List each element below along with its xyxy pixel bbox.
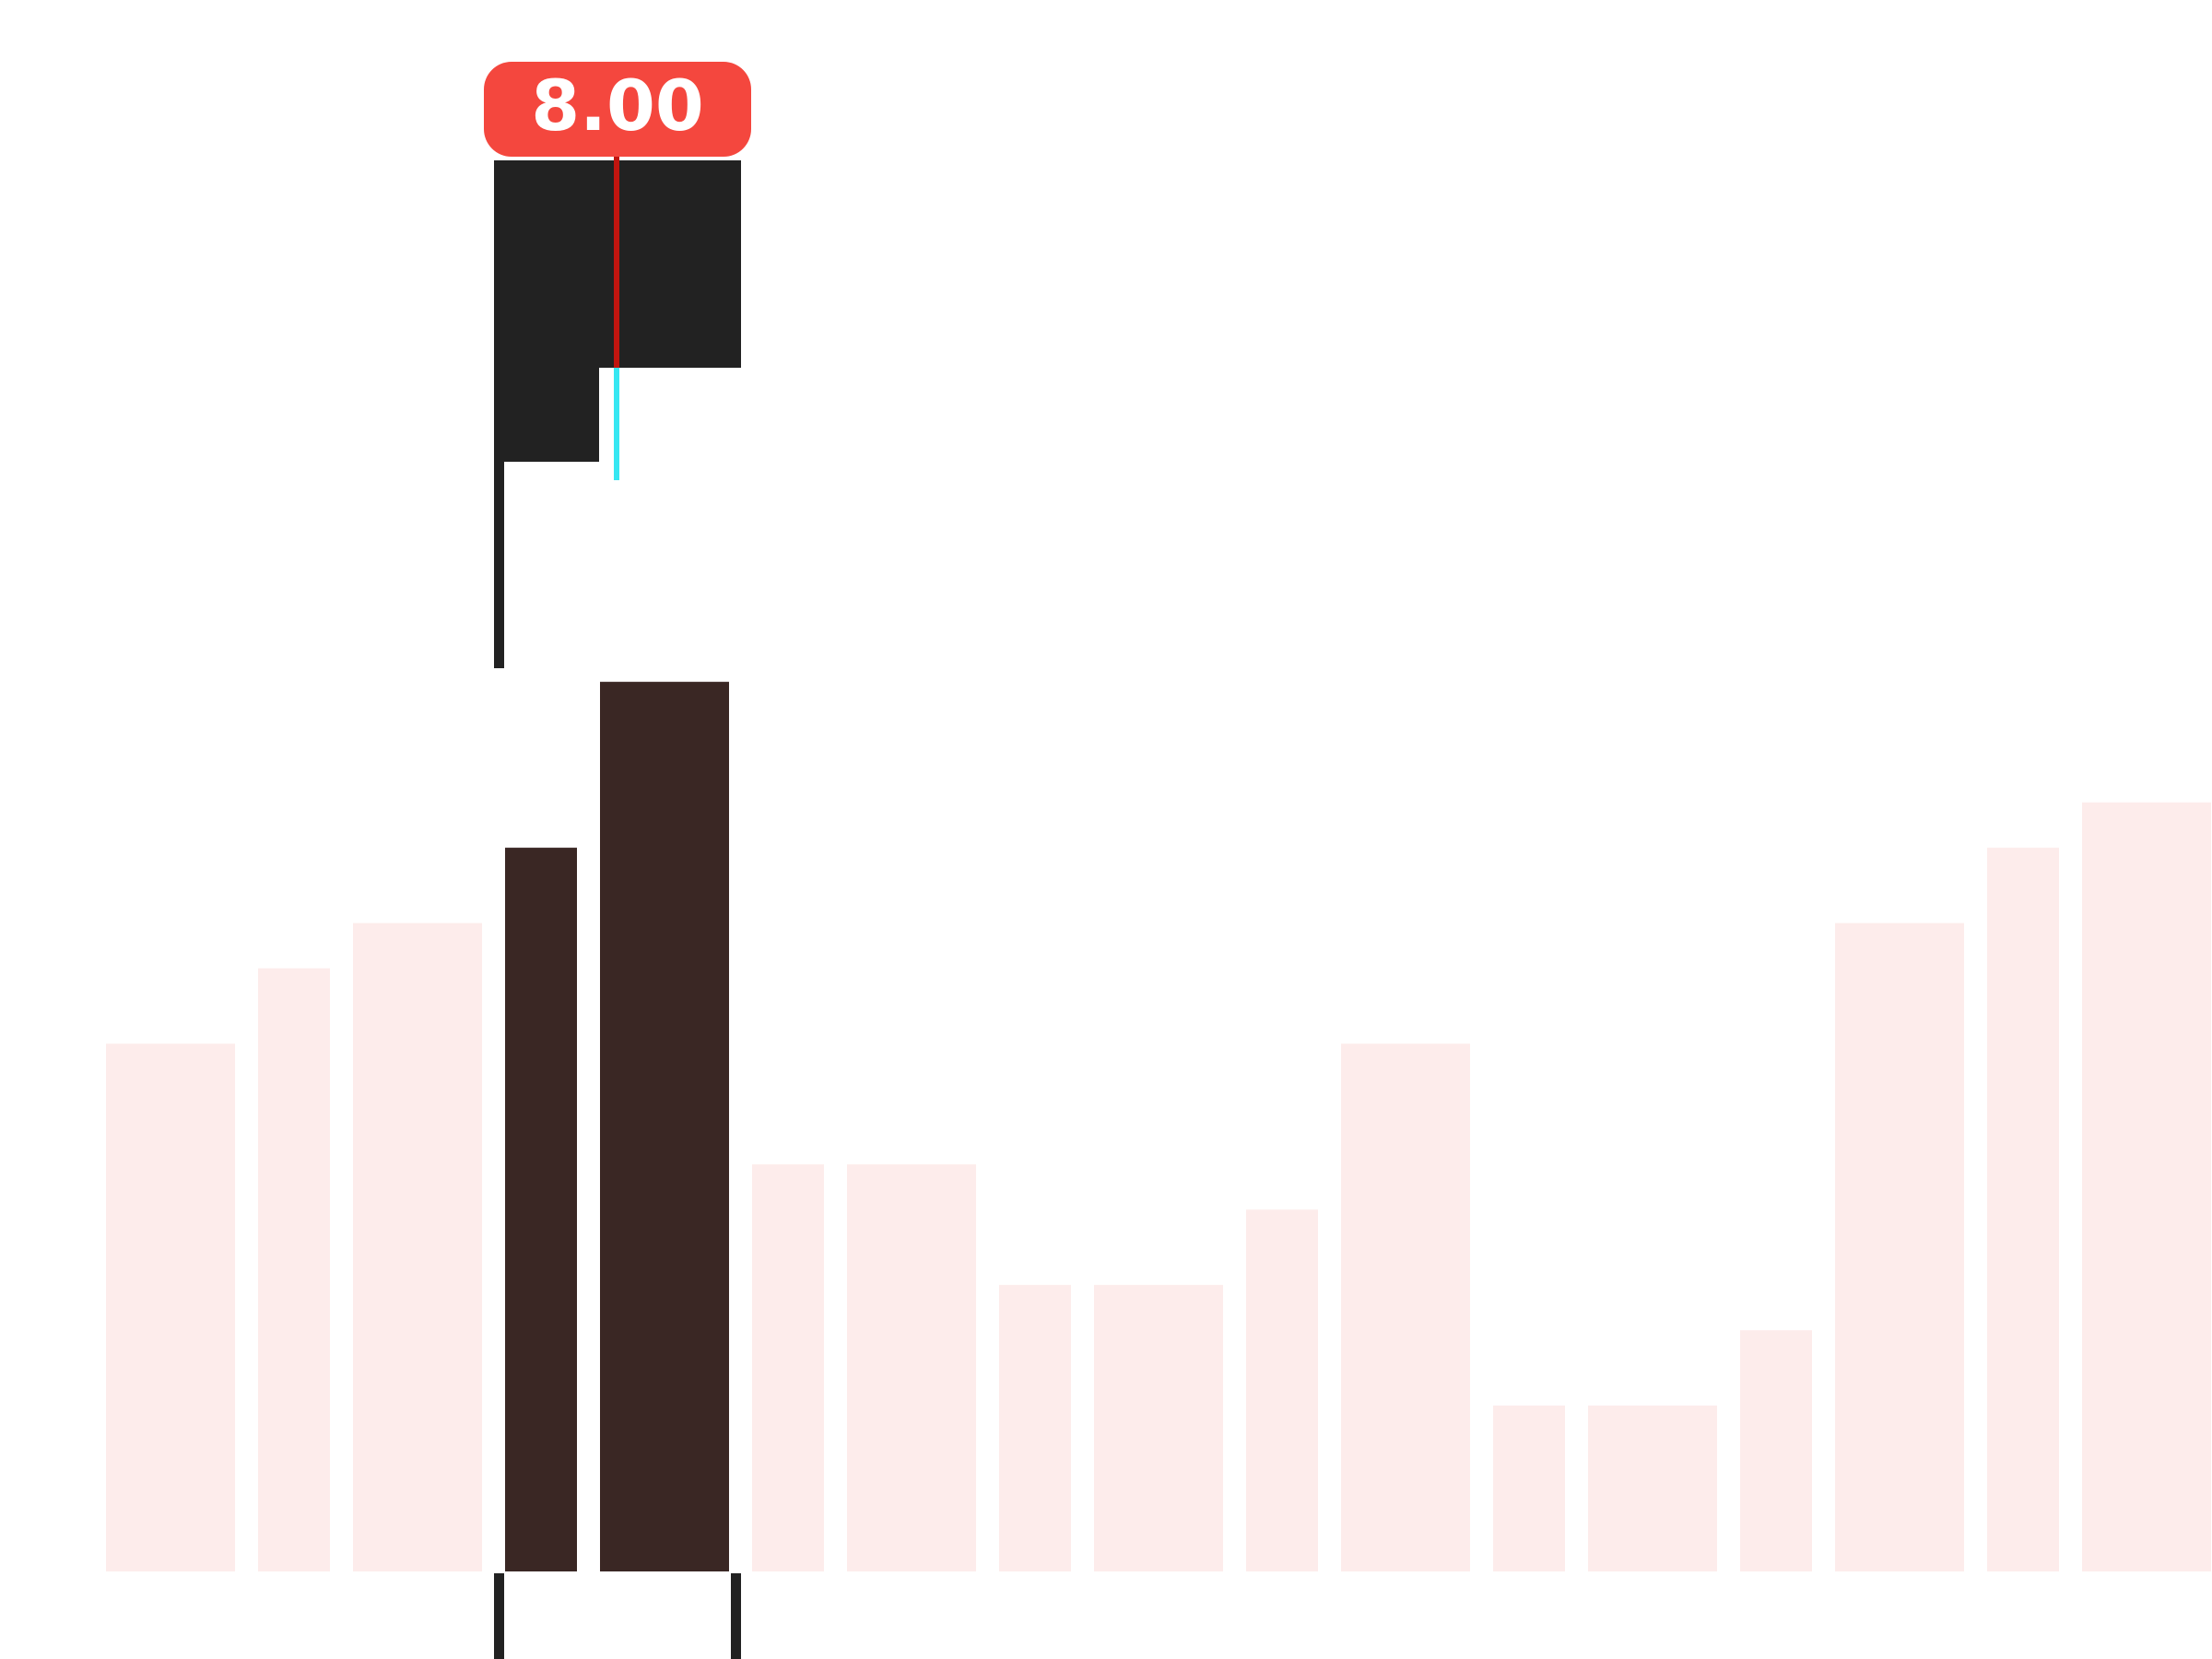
bar[interactable]	[752, 1164, 824, 1571]
tooltip-needle-red	[614, 157, 619, 368]
selection-left-edge	[494, 462, 504, 668]
bar[interactable]	[1835, 923, 1964, 1571]
bar[interactable]	[1987, 847, 2059, 1571]
bar[interactable]	[1246, 1209, 1318, 1571]
selection-left-tick	[494, 1573, 504, 1659]
value-tooltip: 8.00	[484, 62, 751, 480]
bar[interactable]	[1341, 1043, 1470, 1571]
bar[interactable]	[1588, 1406, 1717, 1571]
tooltip-value-label: 8.00	[531, 65, 704, 147]
tooltip-needle-cyan	[614, 368, 619, 480]
bar[interactable]	[1493, 1406, 1565, 1571]
bar-selected[interactable]	[600, 681, 729, 1571]
bar[interactable]	[258, 968, 330, 1571]
bar[interactable]	[847, 1164, 976, 1571]
bar[interactable]	[2082, 802, 2211, 1571]
bar[interactable]	[353, 923, 482, 1571]
selection-right-tick	[731, 1573, 741, 1659]
tooltip-bubble	[484, 62, 751, 157]
bar-selected[interactable]	[505, 847, 577, 1571]
bar[interactable]	[999, 1285, 1071, 1571]
bar[interactable]	[1094, 1285, 1223, 1571]
bar[interactable]	[106, 1043, 235, 1571]
bars-layer	[106, 681, 2211, 1571]
selection-handle-notch[interactable]	[494, 368, 599, 462]
bar[interactable]	[1740, 1330, 1812, 1571]
